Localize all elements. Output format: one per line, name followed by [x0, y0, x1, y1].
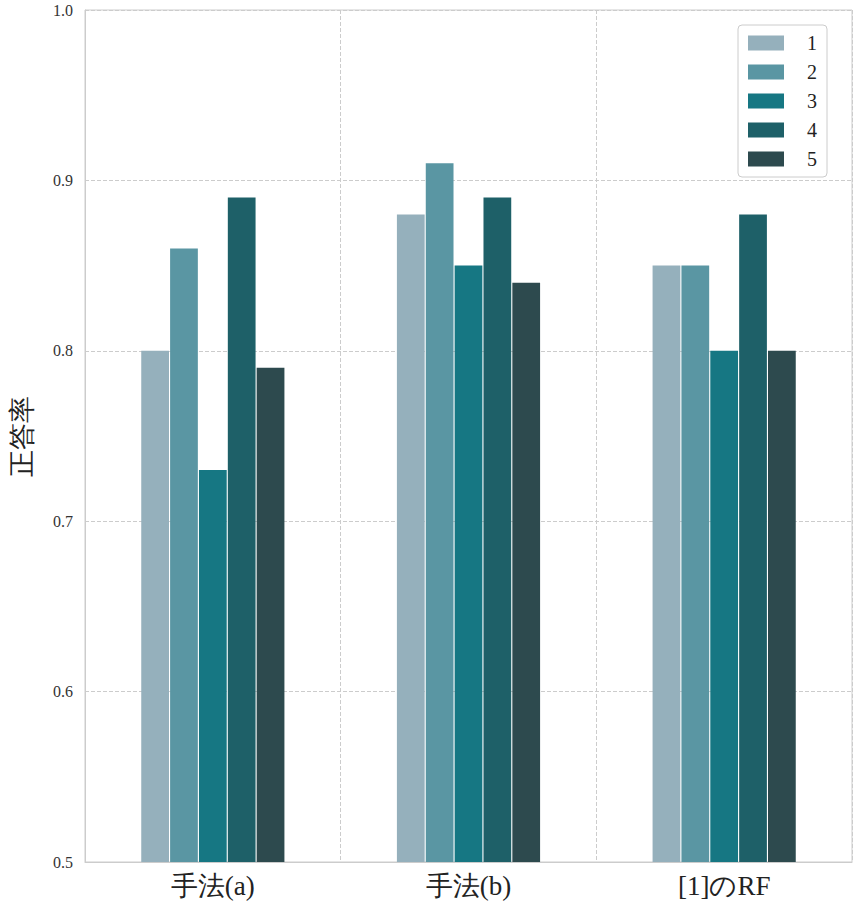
svg-text:0.8: 0.8: [53, 342, 73, 359]
svg-text:1.0: 1.0: [53, 2, 73, 19]
svg-text:[1]のRF: [1]のRF: [678, 871, 771, 901]
svg-text:手法(a): 手法(a): [171, 871, 255, 901]
svg-text:0.5: 0.5: [53, 854, 73, 871]
svg-text:5: 5: [807, 148, 817, 170]
svg-text:1: 1: [807, 32, 817, 54]
svg-text:手法(b): 手法(b): [426, 871, 511, 901]
svg-text:4: 4: [807, 119, 817, 141]
svg-text:3: 3: [807, 90, 817, 112]
svg-text:正答率: 正答率: [7, 396, 37, 477]
svg-text:0.7: 0.7: [53, 513, 73, 530]
svg-text:0.6: 0.6: [53, 683, 73, 700]
svg-text:2: 2: [807, 61, 817, 83]
svg-text:0.9: 0.9: [53, 172, 73, 189]
